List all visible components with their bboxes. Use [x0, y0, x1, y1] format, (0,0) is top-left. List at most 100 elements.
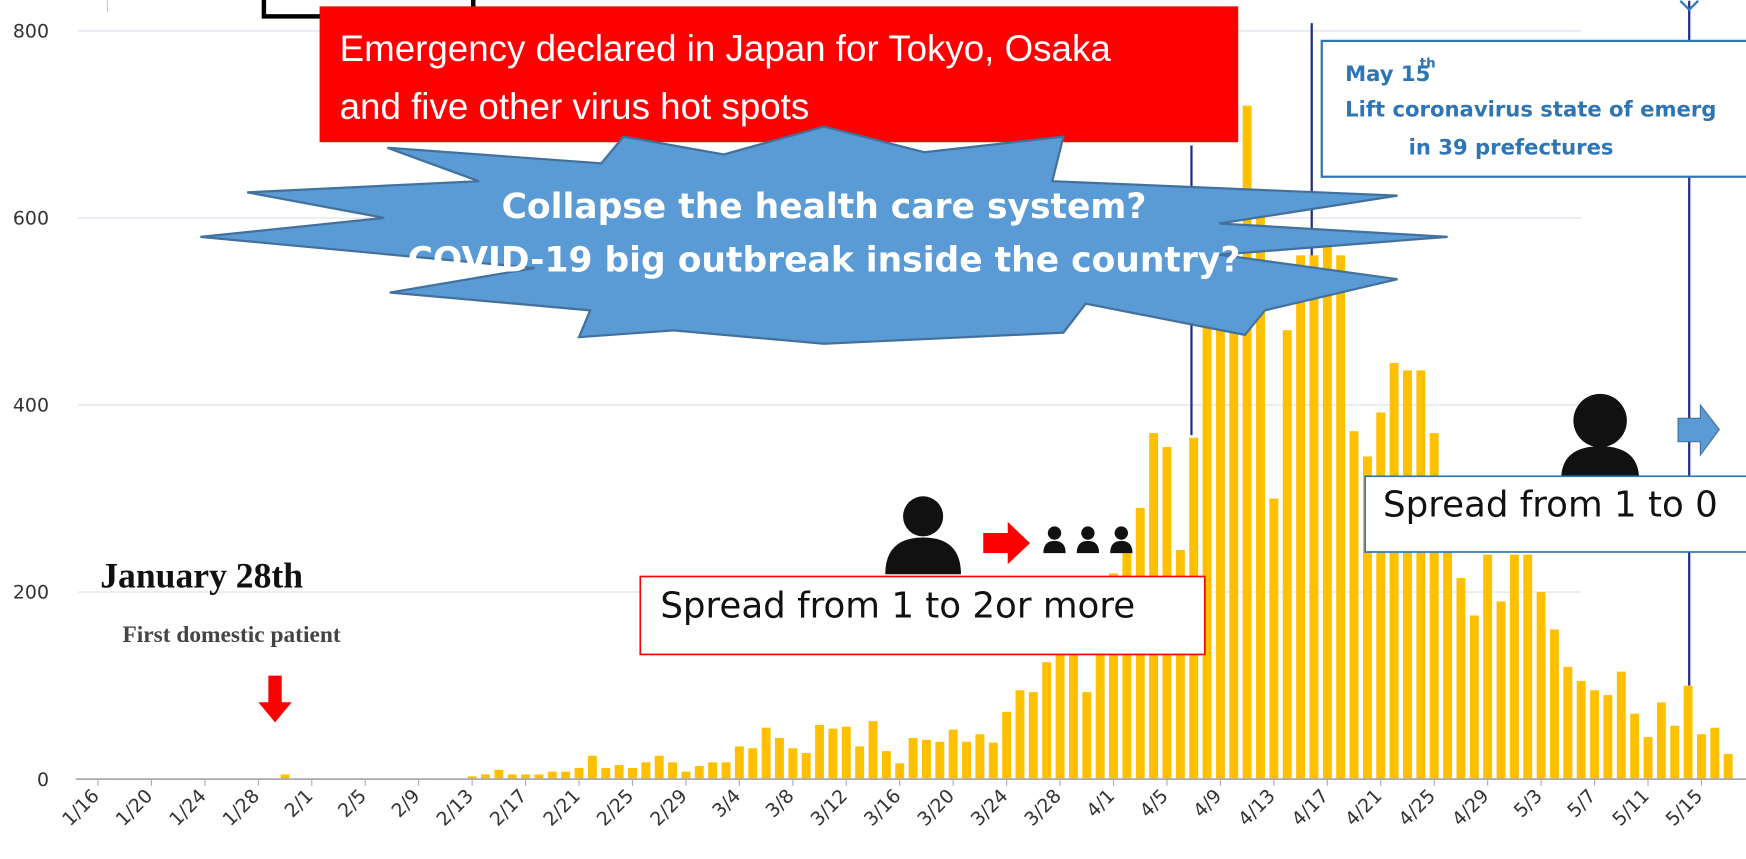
x-tick-label: 2/17 — [486, 785, 532, 831]
bar — [668, 762, 677, 779]
bar — [1082, 692, 1091, 779]
y-tick-label: 800 — [13, 21, 49, 43]
bar — [882, 751, 891, 779]
bar — [1336, 255, 1345, 779]
bar — [949, 730, 958, 780]
y-tick-label: 400 — [13, 395, 49, 417]
event-arrow — [258, 676, 291, 723]
bar — [989, 743, 998, 779]
x-tick-label: 5/7 — [1563, 785, 1600, 822]
x-tick-label: 5/15 — [1662, 785, 1708, 831]
bar — [1016, 690, 1025, 779]
bar — [575, 768, 584, 779]
bar — [1697, 734, 1706, 779]
bar — [1483, 555, 1492, 779]
bar — [695, 766, 704, 779]
x-tick-label: 1/24 — [165, 785, 211, 831]
y-tick-label: 200 — [13, 582, 49, 604]
bar — [708, 762, 717, 779]
bar — [628, 768, 637, 779]
info-text: Lift coronavirus state of emerg — [1345, 97, 1716, 122]
x-tick-label: 1/20 — [112, 785, 158, 831]
bar — [1029, 692, 1038, 779]
bar — [1523, 555, 1532, 779]
bar — [1710, 728, 1719, 779]
callout-text: Spread from 1 to 2or more — [660, 586, 1135, 627]
bar — [1042, 662, 1051, 779]
y-tick-label: 0 — [37, 769, 49, 791]
bar — [735, 746, 744, 779]
x-tick-label: 3/4 — [708, 785, 745, 822]
x-tick-label: 4/13 — [1234, 785, 1280, 831]
bar — [775, 738, 784, 779]
bar — [828, 729, 837, 780]
x-tick-label: 4/5 — [1136, 785, 1173, 822]
x-tick-label: 3/12 — [806, 785, 852, 831]
bar — [494, 770, 503, 779]
bar — [1310, 255, 1319, 779]
bar — [1002, 712, 1011, 779]
bar — [1323, 246, 1332, 779]
x-tick-label: 3/24 — [967, 785, 1013, 831]
bar — [962, 742, 971, 779]
bar — [1470, 615, 1479, 779]
x-tick-label: 4/1 — [1082, 785, 1119, 822]
bar — [1644, 737, 1653, 779]
x-tick-label: 4/25 — [1394, 785, 1440, 831]
bar — [895, 763, 904, 779]
x-tick-label: 2/13 — [432, 785, 478, 831]
info-date: May 15 — [1345, 61, 1430, 86]
bar — [588, 756, 597, 779]
x-tick-label: 1/28 — [219, 785, 265, 831]
bar — [788, 748, 797, 779]
info-date-sup: th — [1420, 57, 1436, 72]
bar — [1590, 690, 1599, 779]
x-tick-label: 2/25 — [593, 785, 639, 831]
x-tick-label: 3/16 — [860, 785, 906, 831]
bar — [1443, 545, 1452, 779]
bar — [615, 765, 624, 779]
bar — [869, 721, 878, 779]
callout-text: Spread from 1 to 0 — [1383, 484, 1718, 525]
bar — [909, 738, 918, 779]
bar — [1617, 672, 1626, 780]
bar — [1577, 681, 1586, 779]
bar — [1510, 555, 1519, 779]
starburst-text: COVID-19 big outbreak inside the country… — [408, 240, 1241, 280]
bar — [1630, 714, 1639, 779]
x-tick-label: 5/11 — [1608, 785, 1654, 831]
chart: 0200400600800 1/161/201/241/282/12/52/92… — [0, 0, 1746, 859]
bar — [1376, 412, 1385, 779]
bar — [722, 762, 731, 779]
info-text: in 39 prefectures — [1409, 134, 1614, 159]
bar — [1537, 592, 1546, 779]
bar — [1684, 686, 1693, 780]
x-tick-label: 2/29 — [646, 785, 692, 831]
x-tick-label: 2/5 — [334, 785, 371, 822]
bar — [601, 768, 610, 779]
bar — [855, 746, 864, 779]
starburst-text: Collapse the health care system? — [502, 187, 1147, 227]
x-tick-label: 3/8 — [762, 785, 799, 822]
banner-text: Emergency declared in Japan for Tokyo, O… — [340, 28, 1112, 69]
bar — [1350, 431, 1359, 779]
x-tick-label: 2/1 — [280, 785, 317, 822]
bar — [1724, 754, 1733, 779]
bar — [1203, 293, 1212, 779]
x-tick-label: 5/3 — [1510, 785, 1547, 822]
bar — [1390, 363, 1399, 779]
bar — [655, 756, 664, 779]
banner-text: and five other virus hot spots — [340, 86, 810, 127]
bar — [815, 725, 824, 779]
x-tick-label: 2/21 — [539, 785, 585, 831]
bar — [1269, 499, 1278, 780]
x-tick-label: 3/20 — [913, 785, 959, 831]
bar — [1603, 695, 1612, 779]
bar — [1670, 726, 1679, 779]
bar — [1296, 255, 1305, 779]
bar — [935, 742, 944, 779]
bar — [1563, 667, 1572, 779]
event-subtitle: First domestic patient — [122, 622, 340, 648]
bar — [681, 772, 690, 779]
bar — [975, 734, 984, 779]
